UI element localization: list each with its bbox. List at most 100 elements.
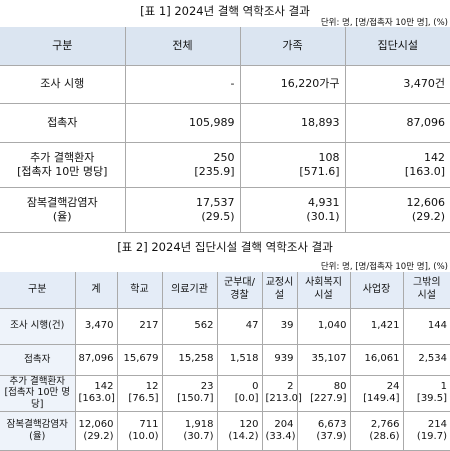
cell-line: 15,258: [178, 353, 214, 365]
header-row: 구분 계 학교 의료기관 군부대/경찰 교정시설 사회복지 시설 사업장 그밖의 시설: [0, 272, 450, 309]
cell-line: 108: [318, 150, 340, 164]
value-cell: 108 [571.6]: [239, 142, 346, 188]
cell-line: [149.4]: [363, 393, 400, 405]
data-row: 추가 결핵환자 [접촉자 10만 명당] 250 [235.9] 108 [571.6] 1…: [0, 142, 450, 188]
cell-line: 711: [139, 418, 159, 430]
cell-line: 그밖의: [412, 277, 441, 289]
cell-line: 204: [274, 418, 294, 430]
header-cell: 전체: [124, 27, 241, 66]
value-cell: 87,096: [74, 344, 118, 376]
value-cell: 142 [163.0]: [344, 142, 450, 188]
cell-line: 17,537: [196, 195, 235, 209]
cell-line: 시설: [314, 289, 333, 301]
cell-line: 0: [252, 380, 259, 392]
cell-line: (29.2): [83, 431, 114, 443]
cell-line: 1,421: [370, 319, 400, 331]
table1-unit: 단위: 명, [명/접촉자 10만 명], (%): [320, 18, 448, 28]
cell-line: 105,989: [189, 115, 235, 129]
cell-line: 조사 시행(건): [10, 320, 65, 332]
cell-line: 18,893: [301, 115, 340, 129]
cell-line: 구분: [52, 38, 73, 52]
cell-line: 12,606: [406, 195, 446, 209]
cell-line: 사회복지: [305, 277, 342, 289]
data-row: 잠복결핵감염자 (율) 12,060 (29.2) 711 (10.0) 1,918 (30.…: [0, 411, 450, 451]
cell-line: 경찰: [230, 289, 249, 301]
value-cell: 87,096: [344, 103, 450, 143]
cell-line: 87,096: [406, 115, 446, 129]
cell-line: 6,673: [317, 418, 347, 430]
value-cell: 1,421: [349, 308, 404, 345]
cell-line: 47: [245, 319, 259, 331]
cell-line: 39: [280, 319, 294, 331]
cell-line: 23: [200, 380, 214, 392]
cell-line: 조사 시행: [40, 77, 85, 91]
value-cell: 4,931 (30.1): [239, 187, 346, 233]
cell-line: (율): [29, 431, 46, 443]
header-cell: 군부대/경찰: [216, 272, 263, 309]
cell-line: [163.0]: [78, 393, 115, 405]
cell-line: 전체: [172, 38, 193, 52]
cell-line: 144: [427, 319, 447, 331]
cell-line: [접촉자 10만 명당]: [4, 387, 71, 411]
cell-line: 1: [440, 380, 447, 392]
header-cell: 의료기관: [161, 272, 218, 309]
cell-line: [76.5]: [128, 393, 159, 405]
data-row: 추가 결핵환자 [접촉자 10만 명당] 142 [163.0] 12 [76.5] 23[…: [0, 375, 450, 413]
value-cell: 250 [235.9]: [124, 142, 241, 188]
cell-line: 추가 결핵환자: [30, 150, 95, 164]
header-cell: 구분: [0, 272, 76, 309]
cell-line: (30.1): [306, 209, 340, 223]
value-cell: 105,989: [124, 103, 241, 143]
cell-line: -: [230, 77, 235, 91]
row-label: 조사 시행: [0, 65, 126, 104]
cell-line: 4,931: [308, 195, 340, 209]
cell-line: 접촉자: [47, 115, 78, 129]
cell-line: (율): [52, 209, 72, 223]
cell-line: 교정시설: [265, 277, 294, 301]
value-cell: 18,893: [239, 103, 346, 143]
header-cell: 사업장: [349, 272, 404, 309]
value-cell: -: [124, 65, 241, 104]
cell-line: 2,766: [370, 418, 400, 430]
row-label: 잠복결핵감염자 (율): [0, 411, 76, 451]
header-cell: 학교: [116, 272, 163, 309]
cell-line: [163.0]: [404, 164, 445, 178]
value-cell: 24 [149.4]: [349, 375, 404, 413]
cell-line: 16,061: [364, 353, 400, 365]
cell-line: 214: [427, 418, 447, 430]
cell-line: (30.7): [183, 431, 214, 443]
value-cell: 2 [213.0]: [261, 375, 302, 413]
value-cell: 12 [76.5]: [116, 375, 163, 413]
data-row: 잠복결핵감염자 (율) 17,537 (29.5) 4,931 (30.1) 12,606 (…: [0, 187, 450, 233]
cell-line: 12,060: [78, 418, 114, 430]
value-cell: 47: [216, 308, 263, 345]
value-cell: 3,470건: [344, 65, 450, 104]
data-row: 접촉자 105,989 18,893 87,096: [0, 103, 450, 143]
cell-line: [39.5]: [416, 393, 447, 405]
cell-line: 1,040: [317, 319, 347, 331]
cell-line: 집단시설: [377, 38, 418, 52]
row-label: 추가 결핵환자 [접촉자 10만 명당]: [0, 375, 76, 413]
cell-line: (29.5): [201, 209, 235, 223]
cell-line: 1,918: [184, 418, 214, 430]
table2-unit: 단위: 명, [명/접촉자 10만 명], (%): [320, 262, 448, 272]
header-row: 구분 전체 가족 집단시설: [0, 27, 450, 66]
value-cell: 1,918 (30.7): [161, 411, 218, 451]
value-cell: 711 (10.0): [116, 411, 163, 451]
value-cell: 204 (33.4): [261, 411, 298, 451]
cell-line: (19.7): [416, 431, 447, 443]
value-cell: 15,679: [116, 344, 163, 376]
table2: 구분 계 학교 의료기관 군부대/경찰 교정시설 사회복지 시설 사업장 그밖의 시설 조사 시행(건…: [0, 272, 450, 451]
cell-line: [접촉자 10만 명당]: [17, 164, 108, 178]
row-label: 접촉자: [0, 344, 76, 376]
value-cell: 80 [227.9]: [296, 375, 351, 413]
cell-line: 접촉자: [24, 353, 51, 365]
row-label: 잠복결핵감염자 (율): [0, 187, 126, 233]
cell-line: 추가 결핵환자: [9, 375, 65, 387]
value-cell: 214 (19.7): [402, 411, 450, 451]
value-cell: 35,107: [296, 344, 351, 376]
value-cell: 12,060 (29.2): [74, 411, 118, 451]
value-cell: 16,220가구: [239, 65, 346, 104]
value-cell: 23 [150.7]: [161, 375, 218, 413]
